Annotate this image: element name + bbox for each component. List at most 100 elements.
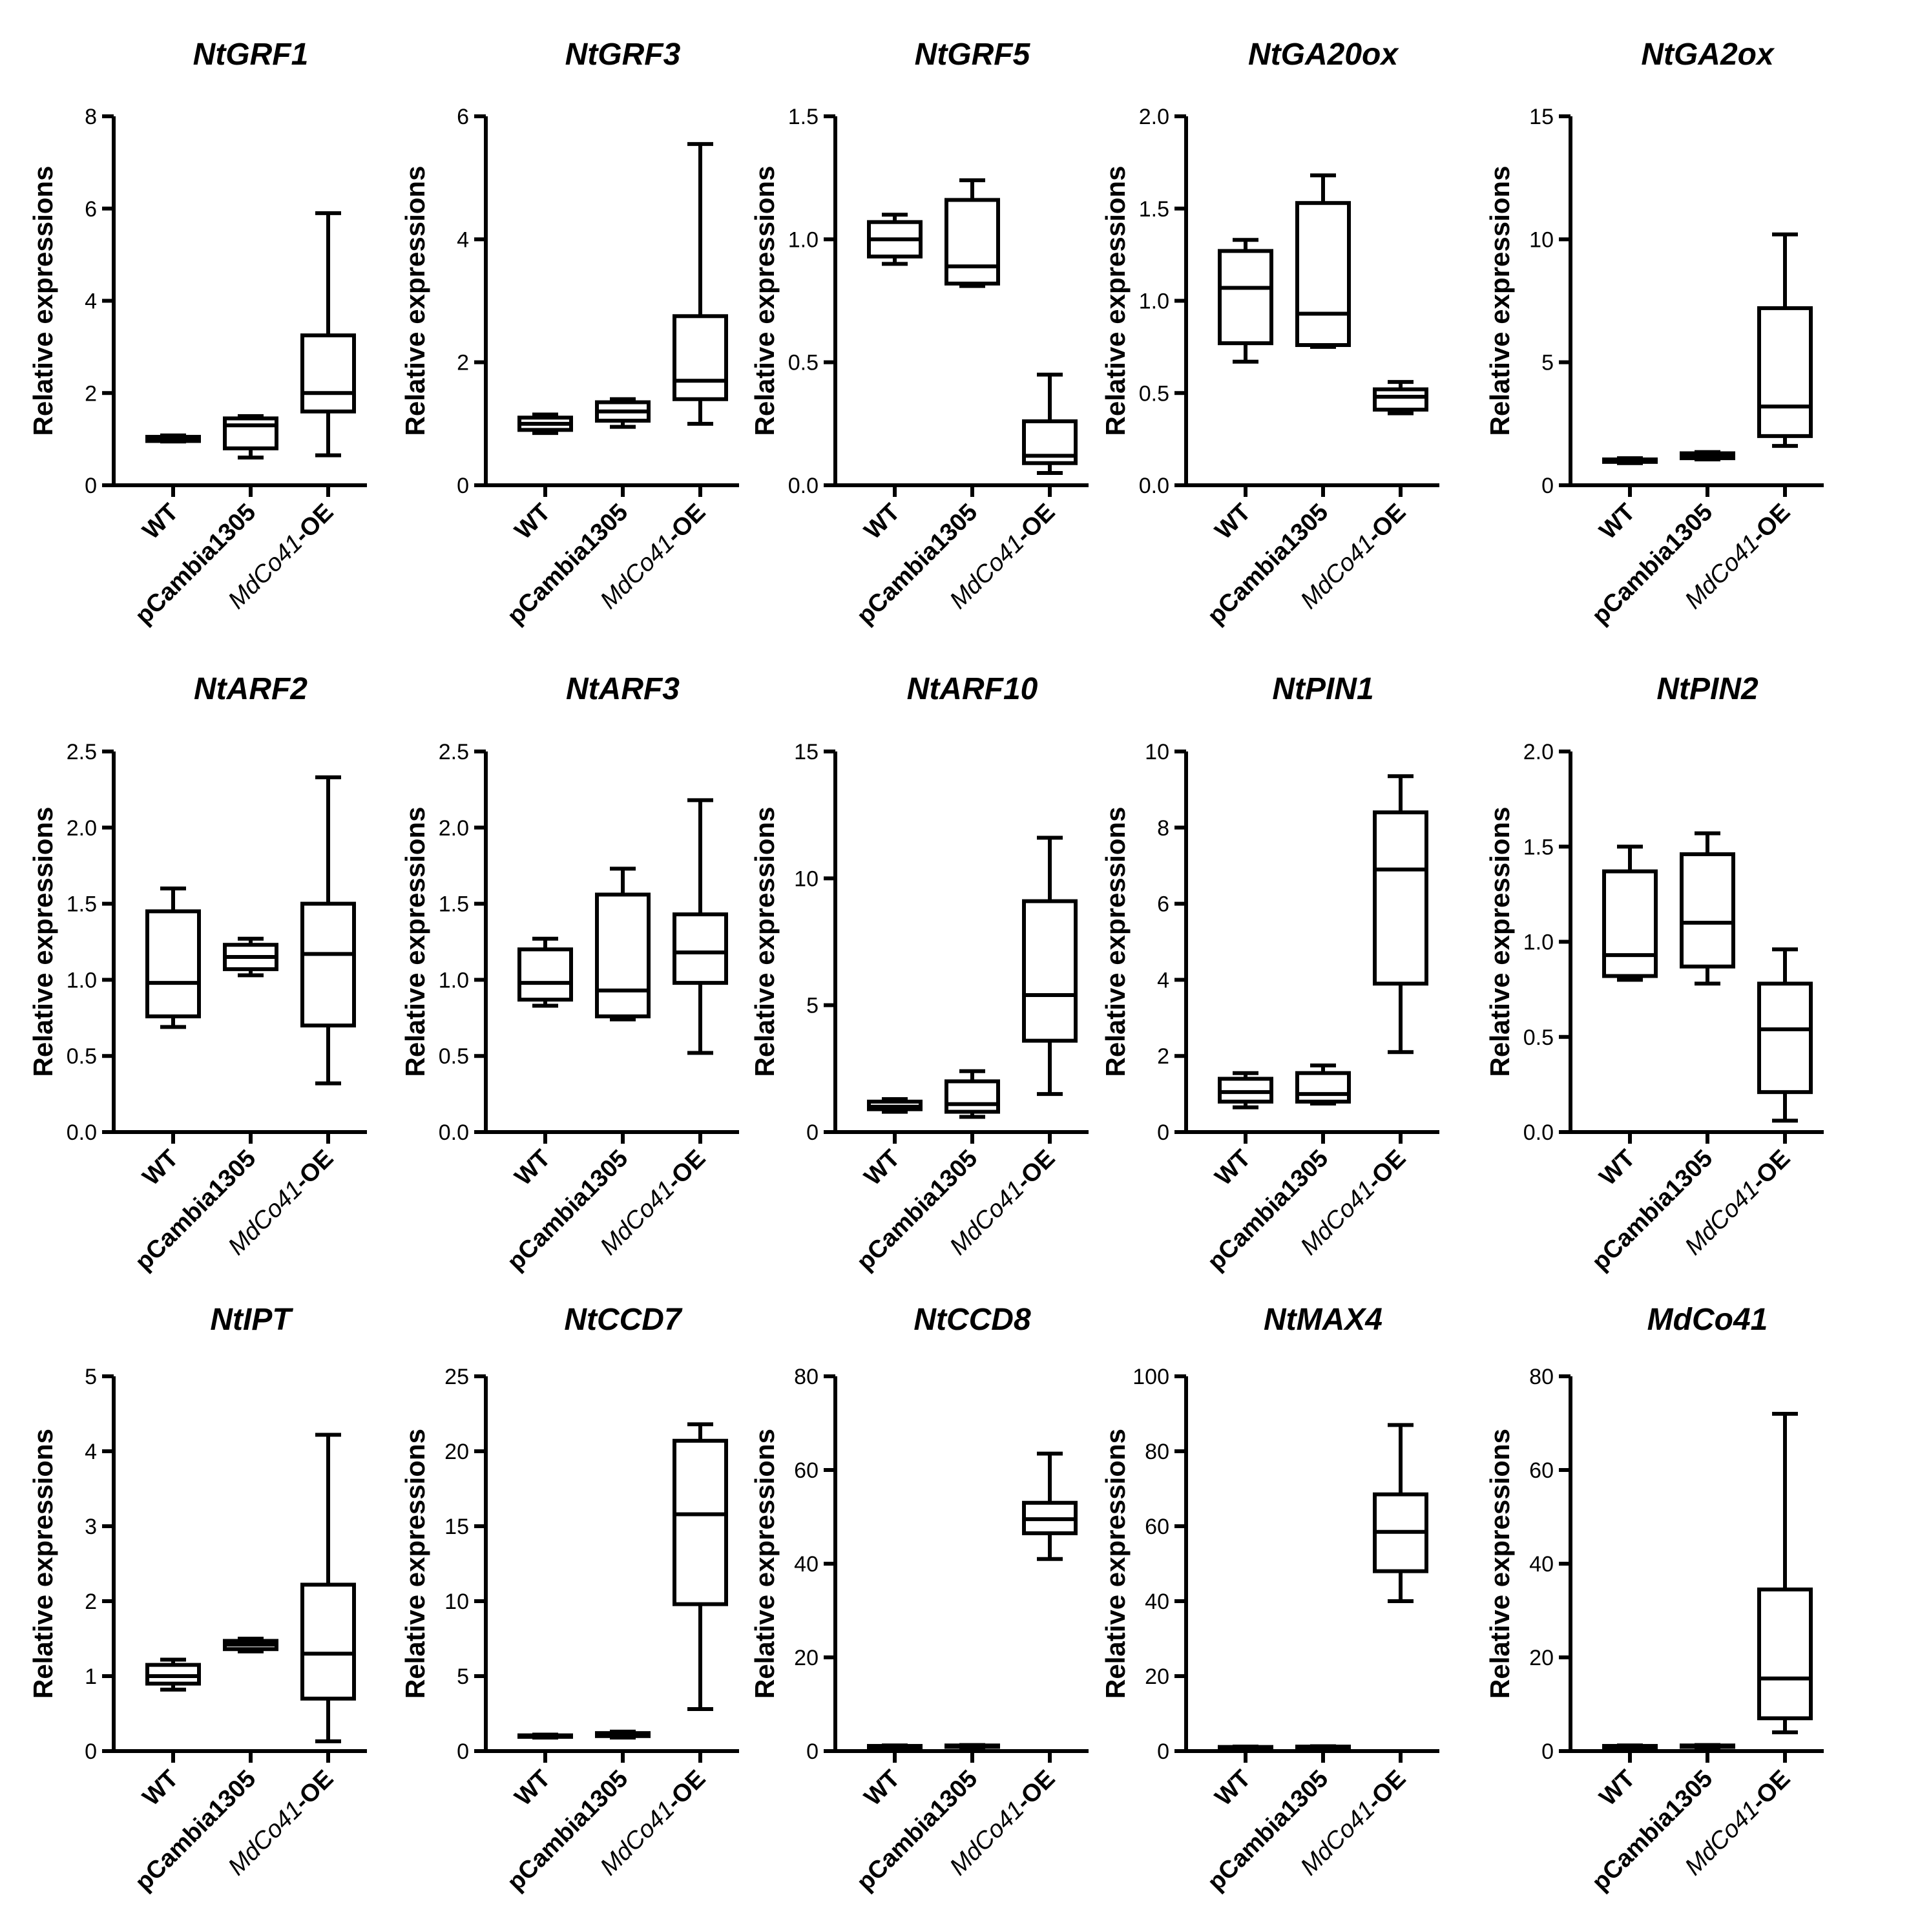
panel-ntarf2-box-mdco41-oe-iqr [300,901,356,1028]
panel-ntipt-y-tick-label: 3 [85,1515,97,1539]
panel-ntipt-title: NtIPT [210,1303,293,1337]
panel-ntgrf3-y-tick-label: 0 [457,474,469,498]
panel-ntga20ox-y-axis-label: Relative expressions [1100,166,1131,436]
panel-ntarf10-y-tick-label: 0 [806,1120,819,1145]
panel-ntarf3-box-wt-iqr [517,947,573,1002]
panel-ntpin2-y-tick-label: 1.0 [1523,930,1554,955]
panel-mdco41-y-axis-label: Relative expressions [1485,1429,1515,1699]
panel-ntga20ox-title: NtGA20ox [1248,37,1399,72]
x-label-part: WT [510,1145,556,1191]
panel-ntmax4: NtMAX4 Relative expressions 0 20 40 60 80 100 WT… [1100,1303,1439,1896]
panel-ntgrf5-y-axis-label: Relative expressions [749,166,780,436]
panel-ntpin2-box-mdco41-oe-iqr [1757,982,1813,1095]
panel-ntarf2-box-wt [145,887,201,1029]
panel-ntipt-y-tick-label: 2 [85,1590,97,1614]
panel-ntgrf1-title: NtGRF1 [193,37,309,72]
panel-ntarf10-box-pcambia1305 [944,1069,1000,1119]
panel-ntccd7-y-tick-label: 15 [444,1515,469,1539]
panel-ntccd7-y-tick-label: 0 [457,1739,469,1764]
panel-ntga20ox-y-tick-label: 0.5 [1139,381,1169,406]
panel-ntgrf5-y-tick-label: 0.5 [788,351,819,375]
panel-ntmax4-y-tick-label: 80 [1145,1440,1169,1464]
panel-ntpin1-y-tick-label: 6 [1157,892,1169,917]
panel-ntga2ox-x-label-wt: WT [1594,499,1640,545]
panel-ntga20ox-x-label-wt: WT [1210,499,1256,545]
x-label-part: WT [138,1765,183,1811]
panel-ntccd7-title: NtCCD7 [564,1303,683,1337]
panel-ntpin1-box-wt [1218,1071,1273,1109]
panel-ntipt-box-wt [145,1657,201,1692]
panel-ntccd8-y-tick-label: 20 [794,1646,819,1670]
panel-ntgrf3-box-mdco41-oe-iqr [673,314,728,401]
panel-ntgrf1-box-pcambia1305 [223,414,278,460]
panel-mdco41-y-tick-label: 40 [1529,1552,1554,1577]
panel-mdco41-box-mdco41-oe [1757,1412,1813,1734]
panel-ntarf10-title: NtARF10 [907,672,1038,706]
panel-ntmax4-y-axis-label: Relative expressions [1100,1429,1131,1699]
panel-ntipt-y-tick-label: 1 [85,1664,97,1689]
panel-ntpin2-x-label-wt: WT [1594,1145,1640,1191]
panel-ntpin2-y-tick-label: 0.5 [1523,1025,1554,1050]
panel-ntgrf3-y-tick-label: 6 [457,105,469,129]
panel-ntarf3-title: NtARF3 [566,672,680,706]
panel-ntga2ox-box-mdco41-oe [1757,232,1813,448]
panel-ntarf2-y-tick-label: 2.5 [67,740,97,764]
panel-ntarf10-box-pcambia1305-iqr [944,1079,1000,1114]
panel-ntpin2-box-pcambia1305-iqr [1680,852,1735,969]
panel-ntpin2-box-wt [1602,845,1658,982]
x-label-part: WT [510,1765,556,1811]
panel-ntarf2: NtARF2 Relative expressions 0.0 0.5 1.0 1.5 2.… [28,672,367,1276]
panel-ntgrf3-y-axis-label: Relative expressions [400,166,430,436]
panel-ntipt-y-tick-label: 0 [85,1739,97,1764]
x-label-part: WT [859,499,905,545]
panel-ntarf3-box-wt [517,936,573,1008]
panel-ntmax4-box-wt [1218,1745,1273,1750]
x-label-part: WT [1594,1145,1640,1191]
panel-ntarf2-y-tick-label: 0.0 [67,1120,97,1145]
panel-ntpin1-box-pcambia1305 [1295,1063,1351,1106]
panel-ntarf2-box-pcambia1305 [223,936,278,978]
panel-ntipt-y-tick-label: 4 [85,1440,97,1464]
panel-ntarf3-y-tick-label: 2.5 [439,740,469,764]
panel-ntgrf5-box-mdco41-oe [1022,372,1078,475]
panel-ntga20ox-y-tick-label: 1.0 [1139,289,1169,314]
panel-ntpin2-y-tick-label: 0.0 [1523,1120,1554,1145]
panel-ntmax4-title: NtMAX4 [1264,1303,1383,1337]
x-label-part: WT [510,499,556,545]
panel-mdco41-y-tick-label: 0 [1541,1739,1554,1764]
panel-ntga20ox-box-mdco41-oe [1373,380,1428,415]
panel-ntarf10-y-axis-label: Relative expressions [749,807,780,1077]
panel-ntccd7-y-tick-label: 20 [444,1440,469,1464]
panel-ntccd8-box-mdco41-oe [1022,1451,1078,1561]
panel-ntgrf3-x-label-wt: WT [510,499,556,545]
panel-ntarf3-box-pcambia1305 [595,866,651,1022]
panel-ntga2ox-box-wt [1602,456,1658,465]
panel-ntgrf3-box-pcambia1305 [595,397,651,429]
panel-ntccd8-title: NtCCD8 [913,1303,1031,1337]
panel-ntarf3-y-tick-label: 1.5 [439,892,469,917]
panel-ntarf3: NtARF3 Relative expressions 0.0 0.5 1.0 1.5 2.… [400,672,739,1276]
panel-ntga2ox-title: NtGA2ox [1641,37,1775,72]
panel-ntga20ox-box-wt-iqr [1218,249,1273,346]
panel-ntpin2-y-axis-label: Relative expressions [1485,807,1515,1077]
panel-ntgrf1-y-tick-label: 0 [85,474,97,498]
panel-ntga2ox-y-tick-label: 5 [1541,351,1554,375]
panel-ntccd8-y-axis-label: Relative expressions [749,1429,780,1699]
panel-ntpin2-box-mdco41-oe [1757,947,1813,1123]
panel-mdco41-box-wt [1602,1743,1658,1750]
panel-mdco41-y-tick-label: 60 [1529,1458,1554,1483]
panel-ntga2ox-y-axis-label: Relative expressions [1485,166,1515,436]
panel-mdco41-title: MdCo41 [1647,1303,1768,1337]
panel-ntpin2-y-tick-label: 1.5 [1523,835,1554,859]
panel-ntarf2-y-axis-label: Relative expressions [28,807,58,1077]
panel-ntga2ox-y-tick-label: 10 [1529,227,1554,252]
x-label-part: WT [138,499,183,545]
x-label-part: WT [1210,1145,1256,1191]
panel-ntgrf5: NtGRF5 Relative expressions 0.0 0.5 1.0 1.5 WT… [749,37,1089,630]
panel-ntarf2-x-label-wt: WT [138,1145,183,1191]
panel-ntpin1-x-label-wt: WT [1210,1145,1256,1191]
panel-ntarf3-box-mdco41-oe [673,798,728,1055]
